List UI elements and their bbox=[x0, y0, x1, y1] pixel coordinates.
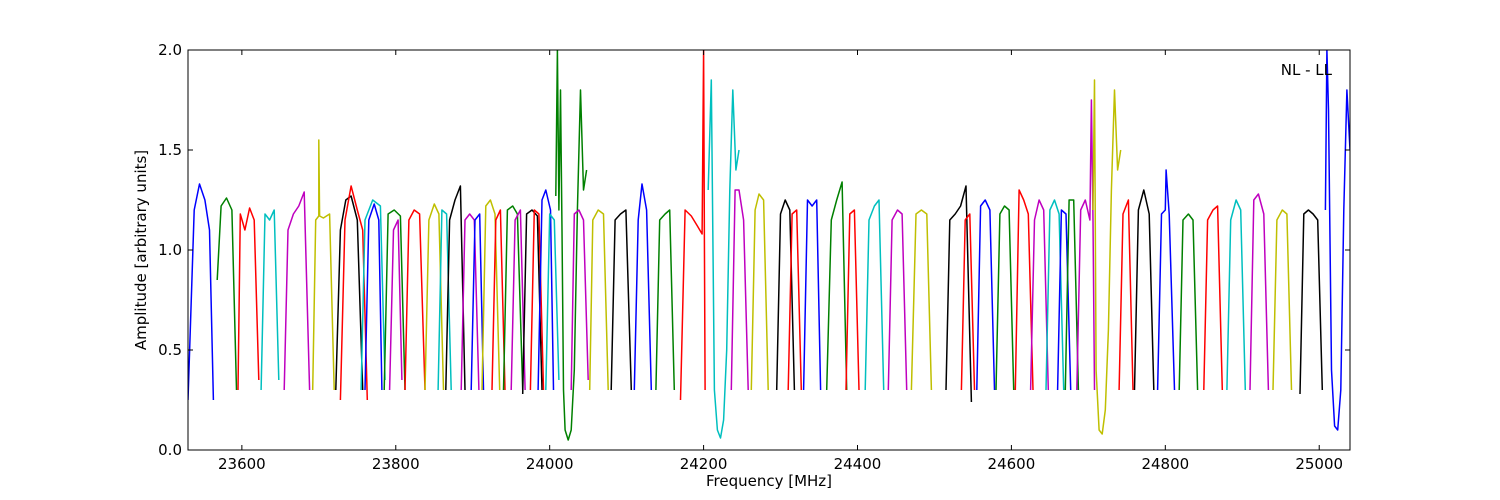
series-line-34 bbox=[730, 189, 749, 391]
series-line-55 bbox=[1118, 199, 1134, 391]
series-line-42 bbox=[887, 209, 908, 391]
series-line-48 bbox=[1014, 189, 1034, 391]
series-line-38 bbox=[802, 199, 822, 391]
series-line-11 bbox=[388, 219, 403, 391]
series-line-12 bbox=[404, 209, 426, 391]
series-line-61 bbox=[1249, 193, 1270, 391]
x-tick-label-2: 24000 bbox=[526, 455, 574, 473]
x-axis-title: Frequency [MHz] bbox=[706, 472, 832, 490]
series-line-21 bbox=[510, 209, 526, 391]
series-annotation: NL - LL bbox=[1281, 61, 1333, 79]
x-tick-label-5: 24600 bbox=[988, 455, 1036, 473]
series-line-17 bbox=[470, 213, 485, 391]
series-line-4 bbox=[283, 191, 311, 391]
series-line-15 bbox=[445, 185, 466, 391]
series-line-16 bbox=[460, 213, 480, 391]
series-line-43 bbox=[910, 209, 933, 391]
y-tick-label-1: 0.5 bbox=[158, 341, 182, 359]
series-line-1 bbox=[216, 197, 238, 391]
y-tick-label-4: 2.0 bbox=[158, 41, 182, 59]
y-axis-title: Amplitude [arbitrary units] bbox=[132, 150, 150, 350]
y-tick-label-2: 1.0 bbox=[158, 241, 182, 259]
series-line-2 bbox=[237, 207, 260, 391]
series-line-20 bbox=[502, 205, 524, 391]
y-tick-label-0: 0.0 bbox=[158, 441, 182, 459]
series-line-18 bbox=[481, 199, 501, 391]
series-line-19 bbox=[491, 209, 506, 391]
series-line-5 bbox=[311, 139, 335, 391]
x-tick-label-0: 23600 bbox=[218, 455, 266, 473]
x-tick-label-1: 23800 bbox=[372, 455, 420, 473]
x-tick-label-6: 24800 bbox=[1141, 455, 1189, 473]
series-line-56 bbox=[1133, 189, 1155, 391]
series-line-0 bbox=[188, 183, 215, 401]
series-line-29 bbox=[610, 209, 633, 391]
series-line-63 bbox=[1299, 209, 1324, 395]
series-line-30 bbox=[633, 183, 653, 391]
series-line-40 bbox=[845, 209, 860, 391]
series-line-60 bbox=[1226, 199, 1247, 391]
series-line-58 bbox=[1178, 213, 1199, 391]
series-line-46 bbox=[976, 199, 996, 391]
series-line-35 bbox=[750, 193, 769, 391]
series-line-10 bbox=[383, 209, 406, 391]
series-line-64 bbox=[1324, 50, 1350, 431]
series-line-37 bbox=[787, 209, 803, 391]
series-line-59 bbox=[1203, 205, 1224, 391]
x-axis: 23600 23800 24000 24200 24400 24600 24800 25000 bbox=[218, 50, 1343, 473]
y-tick-label-3: 1.5 bbox=[158, 141, 182, 159]
series-line-8 bbox=[360, 199, 386, 391]
series-line-57 bbox=[1156, 169, 1176, 391]
series-line-32 bbox=[679, 50, 706, 401]
x-tick-label-3: 24200 bbox=[680, 455, 728, 473]
series-line-24 bbox=[537, 189, 555, 391]
series-line-52 bbox=[1064, 199, 1080, 391]
series-line-44 bbox=[945, 185, 973, 403]
series-line-27 bbox=[570, 209, 589, 391]
series-line-39 bbox=[825, 181, 848, 391]
series-line-9 bbox=[364, 203, 383, 391]
series-line-41 bbox=[864, 199, 885, 391]
series-line-47 bbox=[995, 205, 1015, 391]
x-tick-label-4: 24400 bbox=[834, 455, 882, 473]
series-line-49 bbox=[1029, 199, 1050, 391]
series-line-23 bbox=[529, 209, 545, 391]
series-line-62 bbox=[1272, 209, 1293, 391]
series-line-25 bbox=[545, 213, 560, 391]
series-line-51 bbox=[1056, 209, 1072, 391]
series-line-28 bbox=[588, 209, 609, 391]
series-line-6 bbox=[335, 195, 364, 391]
series-line-53 bbox=[1076, 99, 1096, 391]
series-line-31 bbox=[655, 209, 676, 391]
series-line-14 bbox=[437, 209, 452, 391]
series-line-54 bbox=[1092, 79, 1122, 435]
x-tick-label-7: 25000 bbox=[1295, 455, 1343, 473]
series-line-26 bbox=[555, 50, 588, 441]
series-line-45 bbox=[960, 213, 976, 391]
series-line-33 bbox=[707, 79, 740, 439]
series-group bbox=[188, 50, 1350, 441]
series-line-3 bbox=[260, 209, 280, 391]
series-line-22 bbox=[521, 209, 543, 395]
y-axis: 0.0 0.5 1.0 1.5 2.0 bbox=[158, 41, 1350, 459]
